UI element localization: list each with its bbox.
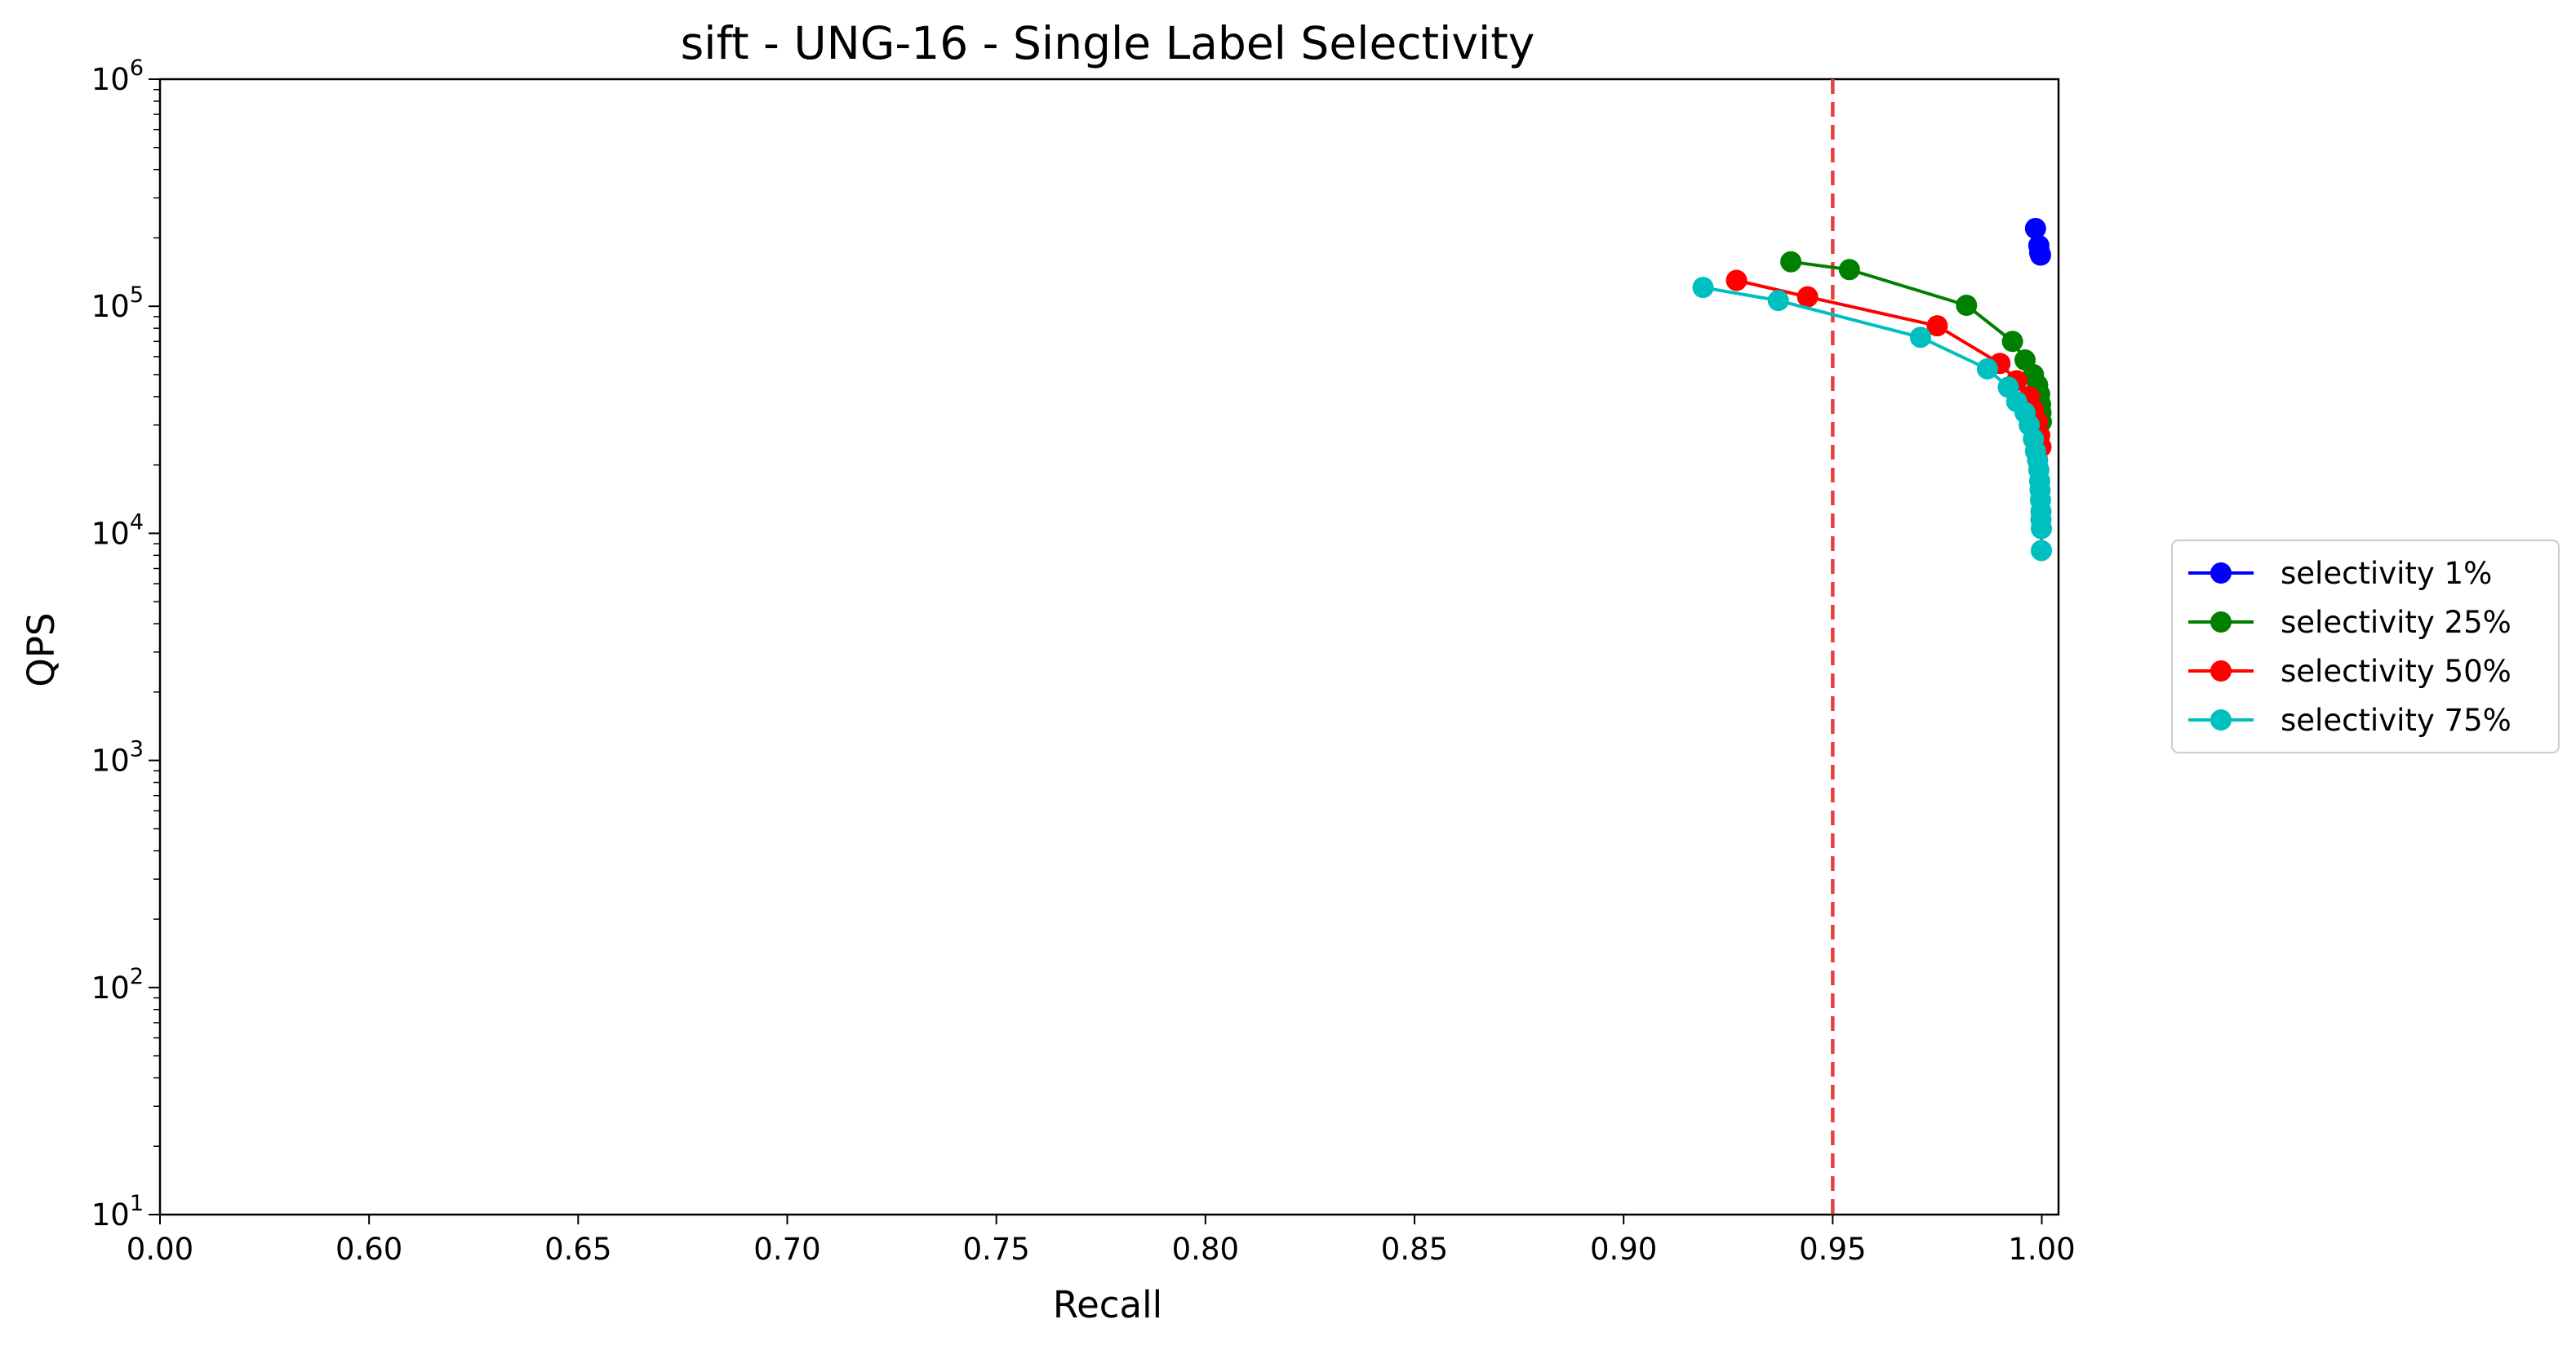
y-tick-label: 105 xyxy=(91,282,144,324)
y-tick-label: 103 xyxy=(91,737,144,779)
x-tick-label: 0.85 xyxy=(1381,1232,1448,1267)
plot-frame xyxy=(158,78,2060,1216)
data-point xyxy=(1956,294,1978,316)
data-point xyxy=(2024,217,2046,239)
data-point xyxy=(1976,358,1998,380)
data-point xyxy=(1909,327,1931,349)
y-tick-label: 104 xyxy=(91,509,144,551)
legend-marker xyxy=(2210,611,2232,633)
legend-marker xyxy=(2210,660,2232,682)
y-axis-label: QPS xyxy=(20,612,63,686)
legend-box xyxy=(2171,540,2560,753)
legend-label: selectivity 25% xyxy=(2281,605,2512,640)
data-point xyxy=(1797,286,1819,308)
x-tick-label: 0.90 xyxy=(1590,1232,1657,1267)
series xyxy=(1692,277,2052,562)
data-point xyxy=(1692,277,1714,299)
y-tick-label: 106 xyxy=(91,56,144,97)
legend-label: selectivity 75% xyxy=(2281,703,2512,738)
x-axis-ticks: 0.00 0.60 0.65 0.70 0.75 0.80 0.85 0.90 0.95 1.00 xyxy=(127,1215,2076,1267)
data-point xyxy=(1926,315,1948,337)
x-tick-label: 0.95 xyxy=(1799,1232,1866,1267)
y-tick-label: 101 xyxy=(91,1191,144,1233)
data-point xyxy=(2030,518,2052,540)
legend-label: selectivity 50% xyxy=(2281,654,2512,689)
data-point xyxy=(2029,244,2051,266)
x-tick-label: 0.80 xyxy=(1172,1232,1239,1267)
data-point xyxy=(1838,259,1860,281)
x-tick-label: 0.70 xyxy=(753,1232,820,1267)
data-point xyxy=(1725,269,1748,291)
y-axis-ticks: 101 102 103 104 105 106 xyxy=(91,56,160,1233)
series xyxy=(2024,217,2051,266)
x-axis-label: Recall xyxy=(1053,1283,1162,1326)
data-point xyxy=(2030,540,2052,562)
data-point xyxy=(2001,331,2023,353)
data-point xyxy=(1780,251,1802,273)
legend-marker xyxy=(2210,562,2232,584)
legend-label: selectivity 1% xyxy=(2281,556,2492,591)
legend-marker xyxy=(2210,709,2232,731)
series-layer xyxy=(1692,217,2052,562)
x-tick-label: 0.65 xyxy=(544,1232,611,1267)
x-tick-label: 0.60 xyxy=(335,1232,402,1267)
y-tick-label: 102 xyxy=(91,964,144,1006)
x-tick-label: 1.00 xyxy=(2008,1232,2075,1267)
chart-title: sift - UNG-16 - Single Label Selectivity xyxy=(681,17,1535,69)
x-tick-label: 0.75 xyxy=(962,1232,1029,1267)
x-tick-label: 0.00 xyxy=(127,1232,193,1267)
data-point xyxy=(1767,290,1789,312)
legend: selectivity 1% selectivity 25% selectivity… xyxy=(2171,540,2560,753)
